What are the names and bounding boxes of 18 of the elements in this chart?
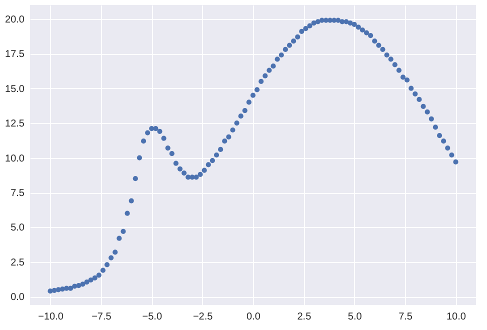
y-tick-label: 7.5: [10, 188, 25, 199]
y-tick-label: 15.0: [5, 84, 25, 95]
x-tick-label: 10.0: [446, 312, 466, 322]
y-tick-label: 2.5: [10, 257, 25, 268]
y-tick-label: 10.0: [5, 153, 25, 164]
x-tick-label: −5.0: [142, 312, 162, 322]
x-tick-label: −10.0: [38, 312, 64, 322]
y-tick-label: 5.0: [10, 222, 25, 234]
y-tick-label: 0.0: [10, 292, 25, 304]
x-tick-label: 0.0: [246, 312, 261, 322]
y-tick-label: 12.5: [5, 118, 25, 130]
x-tick-label: 7.5: [398, 312, 413, 322]
y-tick-label: 17.5: [5, 49, 25, 60]
x-tick-label: −2.5: [192, 312, 214, 322]
x-tick-label: 2.5: [297, 312, 312, 322]
y-tick-label: 20.0: [5, 14, 25, 26]
x-tick-label: −7.5: [92, 312, 112, 322]
x-tick-label: 5.0: [348, 312, 362, 322]
